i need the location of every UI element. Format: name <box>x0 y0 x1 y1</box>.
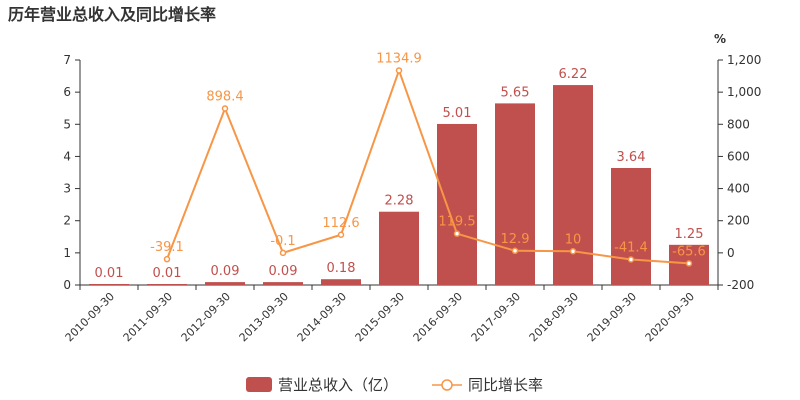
growth-value-label: 12.9 <box>501 232 530 247</box>
bar-value-label: 5.65 <box>501 85 530 100</box>
growth-value-label: 1134.9 <box>376 51 422 66</box>
growth-line <box>166 67 690 265</box>
bar <box>379 211 419 285</box>
y-right-tick-label: -200 <box>727 278 754 292</box>
growth-point <box>221 105 229 112</box>
y-left-tick-label: 6 <box>63 85 71 99</box>
legend: 营业总收入（亿） 同比增长率 <box>246 376 543 394</box>
legend-line-label: 同比增长率 <box>468 376 543 394</box>
x-tick-label: 2015-09-30 <box>353 290 407 344</box>
y-left-tick-label: 7 <box>63 53 71 67</box>
growth-point <box>163 255 171 263</box>
growth-point <box>685 260 693 267</box>
growth-value-label: -0.1 <box>270 234 295 249</box>
bar-labels: 0.01 0.01 0.09 0.09 0.18 2.28 5.01 5.65 6.22 3.64… <box>95 67 704 281</box>
y-right-tick-label: 400 <box>727 182 750 196</box>
y-left-tick-label: 0 <box>63 278 71 292</box>
bar <box>495 103 535 286</box>
bar-value-label: 5.01 <box>443 106 472 121</box>
y-left-tick-label: 5 <box>63 117 71 131</box>
growth-point <box>627 256 635 263</box>
growth-value-label: 112.6 <box>322 216 359 231</box>
x-tick-label: 2012-09-30 <box>179 290 233 344</box>
growth-point <box>279 249 287 257</box>
x-tick-label: 2019-09-30 <box>585 290 639 344</box>
bar-value-label: 3.64 <box>617 150 646 165</box>
y-left-tick-label: 1 <box>63 246 71 260</box>
bar-value-label: 1.25 <box>675 227 704 242</box>
bar-value-label: 6.22 <box>559 67 588 82</box>
growth-point <box>395 67 403 74</box>
growth-value-label: -41.4 <box>614 241 648 256</box>
x-tick-label: 2020-09-30 <box>643 290 697 344</box>
bar <box>263 282 303 285</box>
bar-value-label: 0.01 <box>95 266 124 281</box>
y-right-tick-label: 1,200 <box>727 53 761 67</box>
bar-value-label: 0.18 <box>327 261 356 276</box>
legend-line-marker <box>441 379 453 391</box>
bar-series <box>89 85 709 286</box>
bar <box>553 85 593 285</box>
growth-point <box>511 247 519 255</box>
x-tick-label: 2010-09-30 <box>63 290 117 344</box>
x-tick-label: 2013-09-30 <box>237 290 291 344</box>
bar-value-label: 0.01 <box>153 266 182 281</box>
bar <box>611 168 651 285</box>
chart-title: 历年营业总收入及同比增长率 <box>8 5 216 24</box>
legend-bar-swatch <box>246 377 272 392</box>
growth-point <box>337 231 345 239</box>
bar-value-label: 0.09 <box>269 264 298 279</box>
bar <box>321 279 361 285</box>
growth-point <box>569 248 577 255</box>
x-tick-label: 2018-09-30 <box>527 290 581 344</box>
growth-value-label: 119.5 <box>438 215 475 230</box>
y-right-tick-label: 1,000 <box>727 85 761 99</box>
growth-value-label: -65.6 <box>672 244 706 259</box>
line-labels: -39.1 898.4 -0.1 112.6 1134.9 119.5 12.9 10 -41.… <box>150 51 706 259</box>
x-tick-label: 2011-09-30 <box>121 290 175 344</box>
bar <box>147 284 187 285</box>
y-right-tick-label: 600 <box>727 149 750 163</box>
growth-value-label: 10 <box>565 232 582 247</box>
x-tick-label: 2016-09-30 <box>411 290 465 344</box>
y-right-tick-label: 800 <box>727 117 750 131</box>
y-left-tick-label: 2 <box>63 214 71 228</box>
growth-value-label: 898.4 <box>206 89 243 104</box>
y-left-tick-label: 3 <box>63 182 71 196</box>
growth-point <box>453 230 461 237</box>
bar <box>437 123 477 285</box>
y-left-tick-label: 4 <box>63 149 71 163</box>
x-tick-label: 2017-09-30 <box>469 290 523 344</box>
y-right-tick-label: 0 <box>727 246 735 260</box>
x-tick-label: 2014-09-30 <box>295 290 349 344</box>
bar-value-label: 0.09 <box>211 264 240 279</box>
growth-value-label: -39.1 <box>150 240 184 255</box>
y-right-tick-label: 200 <box>727 214 750 228</box>
bar <box>205 282 245 285</box>
bar <box>89 284 129 285</box>
right-axis-unit: % <box>714 32 726 46</box>
legend-bar-label: 营业总收入（亿） <box>278 376 398 394</box>
bar-value-label: 2.28 <box>385 194 414 209</box>
line-series <box>163 67 693 267</box>
